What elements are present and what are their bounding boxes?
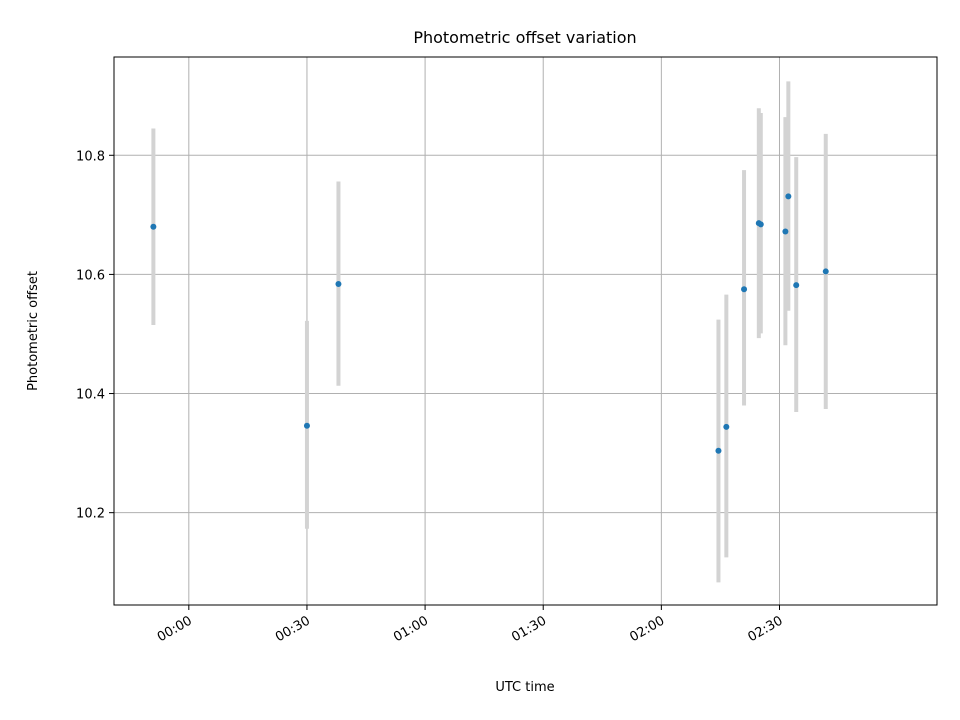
data-point [782, 228, 789, 235]
grid [114, 57, 937, 605]
x-axis-label: UTC time [495, 680, 554, 695]
data-point [303, 422, 310, 429]
data-points [150, 193, 829, 454]
chart-title: Photometric offset variation [413, 28, 636, 47]
y-tick-label: 10.4 [76, 388, 105, 403]
data-point [741, 286, 748, 293]
data-point [785, 193, 792, 200]
data-point [335, 280, 342, 287]
plot-frame [113, 56, 938, 606]
data-point [822, 268, 829, 275]
data-point [723, 423, 730, 430]
data-point [715, 447, 722, 454]
y-tick-label: 10.8 [76, 149, 105, 164]
data-point [757, 221, 764, 228]
data-point [150, 223, 157, 230]
y-tick-label: 10.2 [76, 507, 105, 522]
y-axis-label: Photometric offset [26, 271, 41, 391]
y-tick-label: 10.6 [76, 268, 105, 283]
data-point [793, 282, 800, 289]
